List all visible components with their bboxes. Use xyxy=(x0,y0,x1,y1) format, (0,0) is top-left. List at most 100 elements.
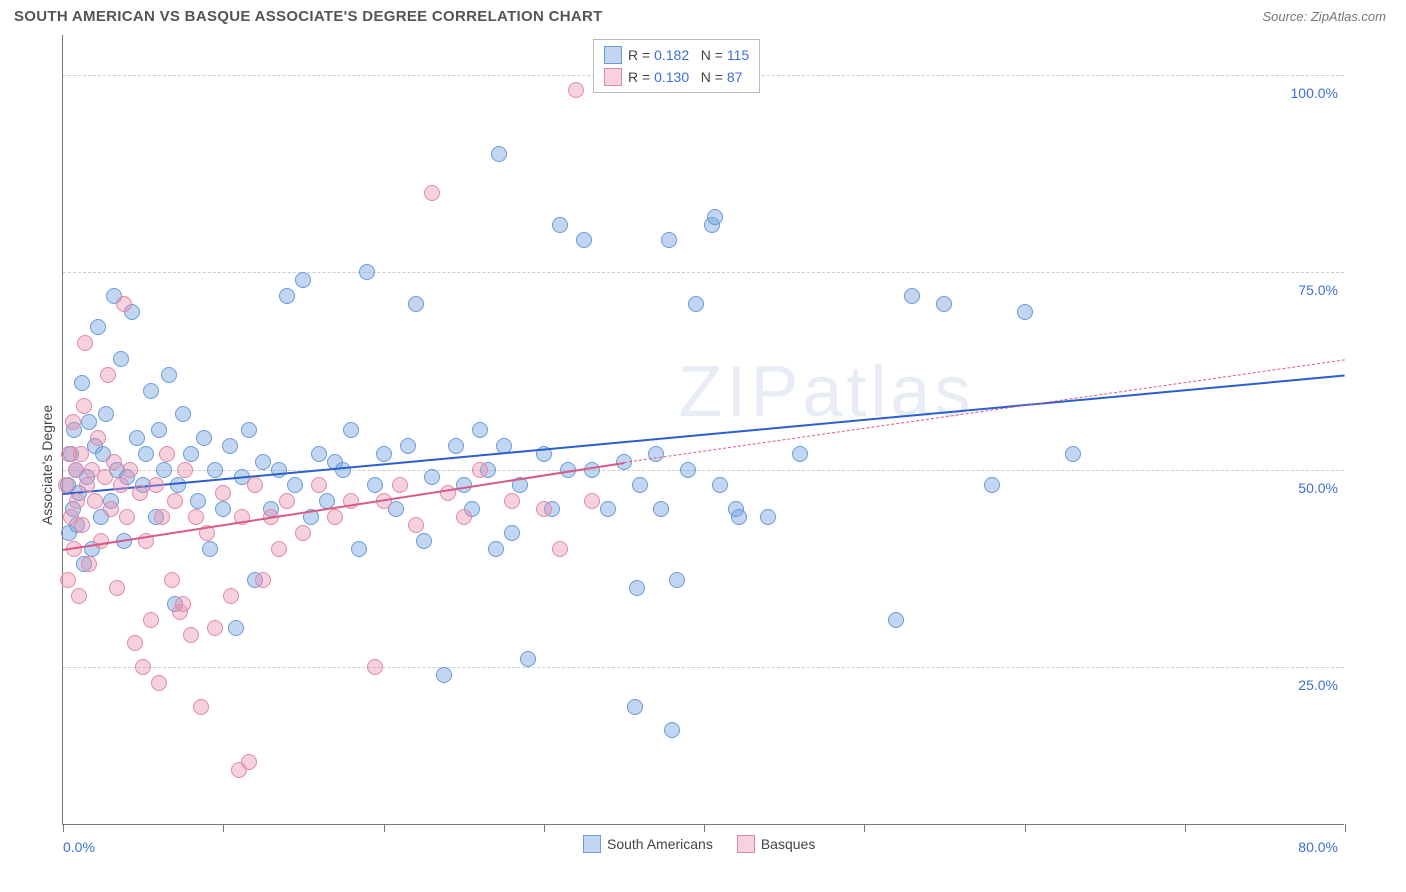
scatter-point xyxy=(100,367,116,383)
scatter-point xyxy=(81,414,97,430)
scatter-point xyxy=(311,477,327,493)
scatter-point xyxy=(600,501,616,517)
xtick xyxy=(63,824,64,832)
scatter-point xyxy=(170,477,186,493)
scatter-point xyxy=(188,509,204,525)
scatter-point xyxy=(90,430,106,446)
scatter-point xyxy=(93,533,109,549)
xtick xyxy=(544,824,545,832)
scatter-point xyxy=(159,446,175,462)
scatter-point xyxy=(295,525,311,541)
scatter-point xyxy=(132,485,148,501)
scatter-point xyxy=(456,509,472,525)
scatter-point xyxy=(279,288,295,304)
scatter-point xyxy=(1017,304,1033,320)
scatter-point xyxy=(408,296,424,312)
scatter-point xyxy=(472,462,488,478)
scatter-point xyxy=(167,493,183,509)
scatter-point xyxy=(76,398,92,414)
scatter-point xyxy=(138,446,154,462)
scatter-point xyxy=(74,517,90,533)
scatter-point xyxy=(648,446,664,462)
scatter-point xyxy=(122,462,138,478)
ytick-label: 100.0% xyxy=(1291,85,1338,101)
watermark: ZIPatlas xyxy=(678,351,974,433)
scatter-point xyxy=(154,509,170,525)
scatter-point xyxy=(190,493,206,509)
scatter-point xyxy=(127,635,143,651)
scatter-point xyxy=(241,754,257,770)
scatter-point xyxy=(106,454,122,470)
gridline xyxy=(63,272,1344,273)
legend-label: South Americans xyxy=(607,836,713,852)
scatter-point xyxy=(68,462,84,478)
scatter-point xyxy=(400,438,416,454)
xtick xyxy=(223,824,224,832)
scatter-point xyxy=(520,651,536,667)
scatter-point xyxy=(707,209,723,225)
scatter-point xyxy=(77,335,93,351)
scatter-point xyxy=(215,485,231,501)
scatter-point xyxy=(584,493,600,509)
gridline xyxy=(63,470,1344,471)
scatter-point xyxy=(888,612,904,628)
scatter-point xyxy=(119,509,135,525)
scatter-point xyxy=(343,422,359,438)
scatter-point xyxy=(148,477,164,493)
scatter-point xyxy=(351,541,367,557)
scatter-point xyxy=(731,509,747,525)
scatter-point xyxy=(65,414,81,430)
scatter-point xyxy=(904,288,920,304)
scatter-point xyxy=(97,469,113,485)
scatter-point xyxy=(568,82,584,98)
scatter-point xyxy=(367,477,383,493)
chart-title: SOUTH AMERICAN VS BASQUE ASSOCIATE'S DEG… xyxy=(14,8,603,25)
xtick xyxy=(384,824,385,832)
legend-swatch xyxy=(583,835,601,853)
scatter-point xyxy=(79,477,95,493)
scatter-point xyxy=(936,296,952,312)
scatter-point xyxy=(488,541,504,557)
scatter-point xyxy=(156,462,172,478)
plot-area: 25.0%50.0%75.0%100.0%0.0%80.0%ZIPatlasAs… xyxy=(62,35,1344,825)
scatter-point xyxy=(712,477,728,493)
scatter-point xyxy=(90,319,106,335)
scatter-point xyxy=(255,572,271,588)
scatter-point xyxy=(504,493,520,509)
scatter-point xyxy=(81,556,97,572)
scatter-point xyxy=(416,533,432,549)
scatter-point xyxy=(113,477,129,493)
scatter-point xyxy=(69,493,85,509)
scatter-point xyxy=(175,406,191,422)
scatter-point xyxy=(103,501,119,517)
scatter-point xyxy=(536,501,552,517)
scatter-point xyxy=(376,446,392,462)
scatter-point xyxy=(228,620,244,636)
scatter-point xyxy=(222,438,238,454)
scatter-point xyxy=(436,667,452,683)
scatter-point xyxy=(279,493,295,509)
scatter-point xyxy=(135,659,151,675)
legend-stats-row: R = 0.130 N = 87 xyxy=(604,66,749,88)
scatter-point xyxy=(653,501,669,517)
scatter-point xyxy=(760,509,776,525)
scatter-point xyxy=(664,722,680,738)
scatter-point xyxy=(448,438,464,454)
scatter-point xyxy=(271,541,287,557)
scatter-point xyxy=(669,572,685,588)
scatter-point xyxy=(424,469,440,485)
legend-item: Basques xyxy=(737,835,815,853)
yaxis-title: Associate's Degree xyxy=(39,405,55,525)
xtick xyxy=(704,824,705,832)
scatter-point xyxy=(661,232,677,248)
scatter-point xyxy=(74,375,90,391)
xtick-label: 80.0% xyxy=(1298,839,1338,855)
scatter-point xyxy=(424,185,440,201)
scatter-point xyxy=(207,462,223,478)
legend-label: Basques xyxy=(761,836,815,852)
scatter-point xyxy=(143,383,159,399)
scatter-point xyxy=(161,367,177,383)
scatter-point xyxy=(183,446,199,462)
scatter-point xyxy=(241,422,257,438)
scatter-point xyxy=(98,406,114,422)
